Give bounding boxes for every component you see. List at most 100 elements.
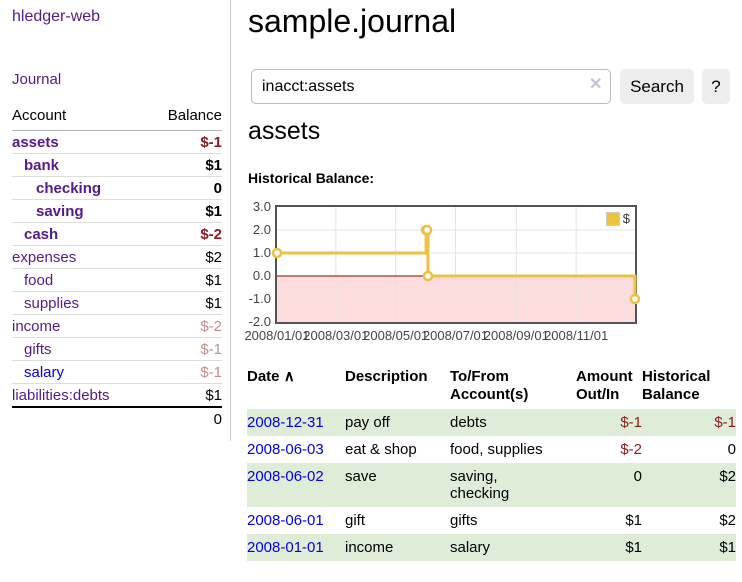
- legend-swatch-icon: [605, 211, 620, 226]
- chart-legend: $: [603, 210, 632, 227]
- col-accounts: To/From Account(s): [450, 368, 529, 403]
- account-link[interactable]: liabilities:debts: [12, 386, 110, 404]
- account-link[interactable]: supplies: [24, 294, 80, 312]
- x-axis-tick-label: 2008/03/01: [303, 328, 369, 343]
- balance-chart-canvas: [271, 207, 641, 322]
- transaction-date-link[interactable]: 2008-06-03: [247, 441, 324, 458]
- account-link[interactable]: saving: [36, 202, 84, 220]
- account-link[interactable]: assets: [12, 133, 59, 151]
- transaction-description: eat & shop: [345, 441, 417, 458]
- transaction-description: gift: [345, 512, 366, 529]
- page-title: sample.journal: [248, 3, 457, 39]
- y-axis-tick-label: 3.0: [252, 199, 271, 214]
- col-balance: Historical Balance: [642, 368, 711, 403]
- register-row: 2008-06-01 gift gifts $1 $2: [247, 507, 736, 534]
- transaction-date-link[interactable]: 2008-06-01: [247, 512, 324, 529]
- x-axis-tick-label: 2008/09/01: [483, 328, 549, 343]
- account-balance: $1: [205, 271, 222, 289]
- clear-search-icon[interactable]: ✕: [589, 76, 603, 93]
- x-axis-tick-label: 2008/05/01: [363, 328, 429, 343]
- transaction-amount: $-1: [620, 414, 642, 431]
- account-balance: $-1: [200, 133, 222, 151]
- y-axis-tick-label: 2.0: [252, 222, 271, 237]
- register-row: 2008-06-03 eat & shop food, supplies $-2…: [247, 436, 736, 463]
- sidebar: hledger-web Journal Account Balance asse…: [0, 0, 231, 441]
- register-row: 2008-12-31 pay off debts $-1 $-1: [247, 409, 736, 436]
- col-date-sort[interactable]: Date ∧: [247, 366, 345, 409]
- sidebar-account-row: income $-2: [12, 315, 222, 338]
- sidebar-account-row: bank $1: [12, 154, 222, 177]
- sidebar-account-row: salary $-1: [12, 361, 222, 384]
- transaction-date-link[interactable]: 2008-01-01: [247, 539, 324, 556]
- transaction-balance: 0: [727, 441, 736, 458]
- transaction-accounts: salary: [450, 539, 491, 556]
- transaction-description: save: [345, 468, 377, 485]
- transaction-balance: $1: [719, 539, 736, 556]
- sidebar-account-row: liabilities:debts $1: [12, 384, 222, 406]
- account-link[interactable]: income: [12, 317, 61, 335]
- balance-column-header: Balance: [167, 107, 222, 124]
- sidebar-account-row: saving $1: [12, 200, 222, 223]
- transaction-amount: 0: [633, 468, 642, 485]
- sidebar-item-journal[interactable]: Journal: [12, 71, 62, 88]
- legend-label: $: [622, 211, 630, 226]
- transaction-accounts: food, supplies: [450, 441, 543, 458]
- transaction-amount: $1: [625, 512, 642, 529]
- col-description: Description: [345, 368, 428, 385]
- transaction-date-link[interactable]: 2008-06-02: [247, 468, 324, 485]
- account-balance: $1: [205, 156, 222, 174]
- register-row: 2008-06-02 save saving, checking 0 $2: [247, 463, 736, 507]
- transaction-accounts: gifts: [450, 512, 478, 529]
- sidebar-total-balance: 0: [213, 411, 222, 428]
- account-link[interactable]: salary: [24, 363, 65, 381]
- account-balance: $-2: [200, 317, 222, 335]
- sidebar-account-row: supplies $1: [12, 292, 222, 315]
- transaction-balance: $-1: [714, 414, 736, 431]
- brand-link[interactable]: hledger-web: [12, 8, 101, 25]
- account-balance: $-1: [200, 363, 222, 381]
- account-balance: $1: [205, 294, 222, 312]
- account-link[interactable]: expenses: [12, 248, 77, 266]
- transaction-date-link[interactable]: 2008-12-31: [247, 414, 324, 431]
- y-axis-tick-label: -1.0: [248, 291, 271, 306]
- chart-plot-area: $ 2008/01/01 2008/03/01 2008/05/01 2008/07/…: [244, 199, 641, 343]
- account-balance: $2: [205, 248, 222, 266]
- sidebar-account-row: assets $-1: [12, 131, 222, 154]
- search-button[interactable]: Search: [620, 69, 694, 104]
- accounts-column-header: Account: [12, 107, 67, 124]
- account-link[interactable]: checking: [36, 179, 102, 197]
- account-link[interactable]: bank: [24, 156, 60, 174]
- transaction-description: income: [345, 539, 394, 556]
- transaction-accounts: debts: [450, 414, 487, 431]
- account-balance: $1: [205, 202, 222, 220]
- transaction-accounts: saving, checking: [450, 468, 510, 502]
- account-balance: $-1: [200, 340, 222, 358]
- transaction-description: pay off: [345, 414, 390, 431]
- transaction-balance: $2: [719, 512, 736, 529]
- col-amount: Amount Out/In: [576, 368, 633, 403]
- account-link[interactable]: food: [24, 271, 54, 289]
- register-table: Date ∧ Description To/From Account(s) Am…: [247, 366, 736, 561]
- sidebar-total-row: 0: [12, 406, 222, 431]
- help-button[interactable]: ?: [702, 69, 730, 104]
- account-balance: 0: [213, 179, 222, 197]
- y-axis-tick-label: -2.0: [248, 314, 271, 329]
- sidebar-account-row: cash $-2: [12, 223, 222, 246]
- account-page-title: assets: [248, 117, 321, 145]
- x-axis-tick-label: 2008/11/01: [544, 328, 609, 343]
- x-axis-tick-label: 2008/07/01: [422, 328, 489, 343]
- account-link[interactable]: gifts: [24, 340, 52, 358]
- account-balance: $1: [205, 386, 222, 404]
- account-link[interactable]: cash: [24, 225, 59, 243]
- col-date-label: Date: [247, 368, 280, 385]
- transaction-balance: $2: [719, 468, 736, 485]
- register-header: Date ∧ Description To/From Account(s) Am…: [247, 366, 736, 409]
- search-input[interactable]: [251, 69, 611, 104]
- sidebar-account-row: expenses $2: [12, 246, 222, 269]
- historical-balance-chart: $ 2008/01/01 2008/03/01 2008/05/01 2008/07/…: [244, 199, 641, 343]
- transaction-amount: $-2: [620, 441, 642, 458]
- sidebar-account-row: checking 0: [12, 177, 222, 200]
- register-body: 2008-12-31 pay off debts $-1 $-1 2008-06…: [247, 409, 736, 561]
- x-axis-tick-label: 2008/01/01: [244, 328, 310, 343]
- y-axis-tick-label: 0.0: [252, 268, 271, 283]
